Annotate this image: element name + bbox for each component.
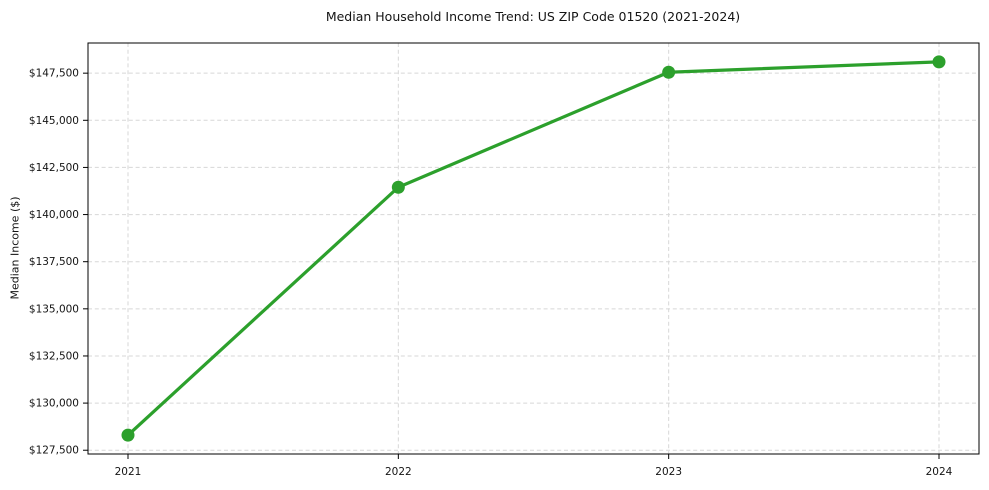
data-point-2024 xyxy=(932,55,946,69)
data-point-2023 xyxy=(662,65,676,79)
trend-line xyxy=(126,60,941,437)
x-tick-label: 2022 xyxy=(385,466,412,478)
y-tick-label: $127,500 xyxy=(29,445,79,457)
chart-title: Median Household Income Trend: US ZIP Co… xyxy=(325,9,741,24)
x-tick-label: 2021 xyxy=(115,466,142,478)
y-tick-label: $135,000 xyxy=(29,303,79,315)
y-tick-label: $145,000 xyxy=(29,115,79,127)
y-tick-label: $140,000 xyxy=(29,209,79,221)
x-tick-label: 2024 xyxy=(926,466,953,478)
y-tick-label: $137,500 xyxy=(29,256,79,268)
x-tick-label: 2023 xyxy=(655,466,682,478)
y-tick-label: $147,500 xyxy=(29,68,79,80)
y-tick-label: $130,000 xyxy=(29,398,79,410)
axes-border xyxy=(87,42,980,455)
data-point-2022 xyxy=(391,180,405,194)
y-tick-label: $132,500 xyxy=(29,350,79,362)
data-point-2021 xyxy=(121,428,135,442)
y-tick-label: $142,500 xyxy=(29,162,79,174)
